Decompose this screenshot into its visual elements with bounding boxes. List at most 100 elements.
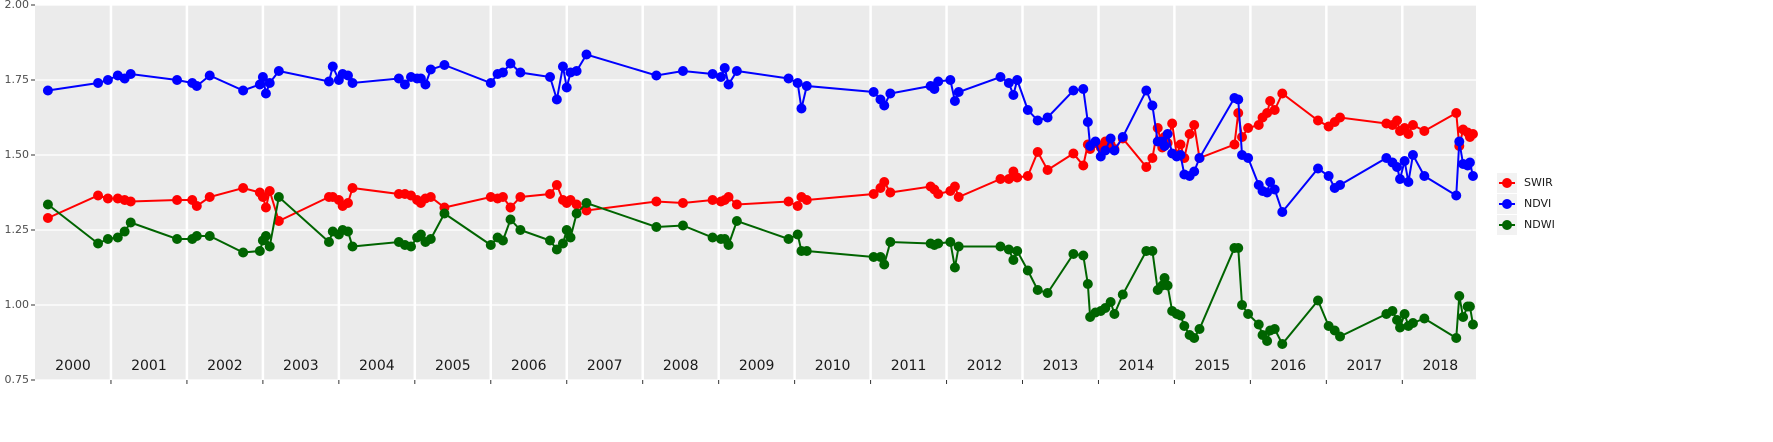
data-point — [1335, 180, 1346, 190]
data-point — [102, 193, 113, 204]
data-point — [1277, 88, 1288, 99]
data-point — [731, 216, 742, 226]
data-point — [1032, 147, 1043, 157]
year-label: 2006 — [511, 358, 547, 374]
data-point — [1082, 279, 1093, 289]
data-point — [1237, 300, 1248, 310]
legend-label: NDVI — [1524, 197, 1551, 210]
data-point — [545, 235, 556, 246]
data-point — [868, 189, 879, 199]
data-point — [929, 84, 940, 94]
data-point — [125, 217, 136, 228]
year-label: 2013 — [1043, 358, 1079, 374]
data-point — [1269, 105, 1280, 115]
data-point — [497, 235, 508, 246]
data-point — [1012, 75, 1023, 85]
data-point — [204, 192, 215, 202]
data-point — [238, 85, 249, 96]
data-point — [505, 58, 516, 69]
data-point — [1105, 297, 1116, 307]
year-label: 2000 — [55, 358, 91, 374]
data-point — [42, 85, 53, 96]
data-point — [1179, 321, 1190, 331]
data-point — [406, 241, 417, 252]
data-point — [420, 79, 431, 90]
data-point — [953, 241, 964, 252]
data-point — [707, 195, 718, 205]
data-point — [1262, 108, 1273, 118]
data-point — [885, 187, 896, 198]
year-label: 2007 — [587, 358, 623, 374]
data-point — [102, 75, 113, 85]
data-point — [1253, 120, 1264, 130]
data-point — [425, 64, 436, 75]
data-point — [945, 237, 956, 247]
year-label: 2014 — [1119, 358, 1155, 374]
year-label: 2003 — [283, 358, 319, 374]
data-point — [1012, 172, 1023, 183]
data-point — [677, 220, 688, 231]
data-point — [1269, 324, 1280, 334]
data-point — [42, 199, 53, 210]
data-point — [485, 78, 496, 88]
data-point — [801, 246, 812, 256]
data-point — [264, 241, 275, 252]
year-label: 2015 — [1195, 358, 1231, 374]
year-label: 2005 — [435, 358, 471, 374]
data-point — [1391, 315, 1402, 325]
data-point — [557, 238, 568, 249]
data-point — [1175, 310, 1186, 321]
data-point — [172, 234, 183, 244]
data-point — [651, 196, 662, 207]
data-point — [1022, 171, 1033, 181]
data-point — [1194, 324, 1205, 334]
data-point — [551, 244, 562, 255]
data-point — [792, 229, 803, 240]
data-point — [415, 229, 426, 240]
data-point — [651, 222, 662, 232]
data-point — [425, 192, 436, 202]
year-label: 2016 — [1271, 358, 1307, 374]
data-point — [1141, 162, 1152, 172]
year-label: 2012 — [967, 358, 1003, 374]
legend-label: SWIR — [1524, 176, 1553, 189]
data-point — [933, 189, 944, 199]
data-point — [1391, 162, 1402, 172]
data-point — [933, 76, 944, 87]
data-point — [875, 252, 886, 262]
data-point — [102, 234, 113, 244]
data-point — [172, 195, 183, 205]
data-point — [1312, 115, 1323, 126]
data-point — [783, 234, 794, 244]
data-point — [715, 72, 726, 82]
data-point — [723, 192, 734, 202]
year-label: 2018 — [1422, 358, 1458, 374]
data-point — [1312, 295, 1323, 306]
data-point — [945, 75, 956, 85]
data-point — [949, 262, 960, 273]
data-point — [995, 72, 1006, 82]
data-point — [485, 240, 496, 250]
data-point — [1407, 150, 1418, 160]
data-point — [342, 70, 353, 81]
y-tick-label: 1.75 — [5, 73, 30, 86]
data-point — [1078, 250, 1089, 261]
data-point — [505, 202, 516, 213]
data-point — [1403, 177, 1414, 187]
data-point — [1184, 129, 1195, 139]
legend-point — [1502, 178, 1512, 188]
data-point — [1175, 139, 1186, 150]
data-point — [1167, 118, 1178, 129]
data-point — [792, 78, 803, 88]
data-point — [1105, 133, 1116, 144]
data-point — [1117, 289, 1128, 300]
data-point — [1003, 244, 1014, 255]
data-point — [1399, 309, 1410, 319]
data-point — [1262, 187, 1273, 198]
plot-panel — [35, 5, 1476, 380]
data-point — [995, 174, 1006, 184]
data-point — [323, 237, 334, 247]
data-point — [342, 226, 353, 237]
legend-label: NDWI — [1524, 218, 1555, 231]
data-point — [1117, 132, 1128, 142]
